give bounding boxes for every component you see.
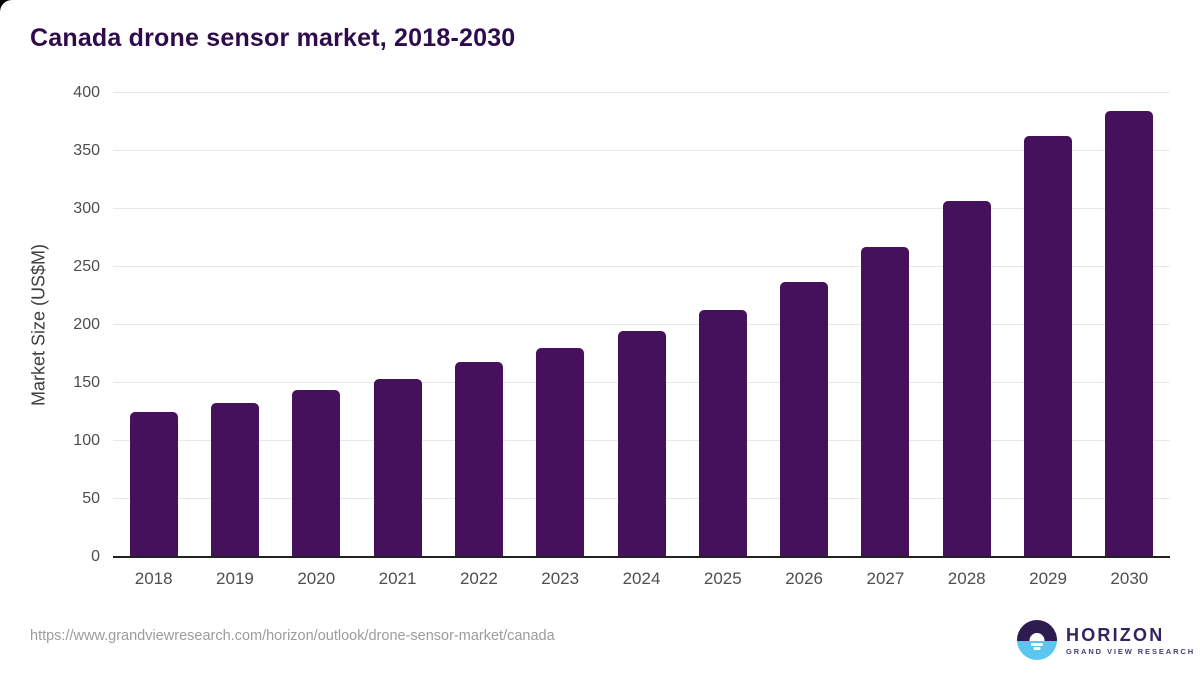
x-axis-label-2018: 2018	[134, 569, 173, 588]
horizon-logo-text: HORIZON GRAND VIEW RESEARCH	[1066, 625, 1195, 656]
bar-2026[interactable]	[780, 282, 829, 556]
y-axis-title: Market Size (US$M)	[28, 243, 49, 407]
x-axis-label-2030: 2030	[1110, 569, 1149, 588]
y-axis-tick-250: 250	[73, 258, 100, 275]
horizon-logo-name: HORIZON	[1066, 624, 1165, 645]
x-axis-line	[113, 556, 1170, 558]
gridline-400	[113, 92, 1170, 93]
bar-2030[interactable]	[1105, 110, 1154, 556]
horizon-logo-subtitle: GRAND VIEW RESEARCH	[1066, 646, 1196, 656]
y-axis-tick-200: 200	[73, 316, 100, 333]
gridline-250	[113, 266, 1170, 267]
x-axis-label-2021: 2021	[378, 569, 417, 588]
y-axis-tick-300: 300	[73, 200, 100, 217]
y-axis-tick-100: 100	[73, 432, 100, 449]
bar-2022[interactable]	[454, 362, 503, 556]
horizon-icon-reflection-2	[1033, 647, 1041, 650]
bar-2023[interactable]	[536, 348, 585, 556]
gridline-200	[113, 324, 1170, 325]
bar-2025[interactable]	[698, 310, 747, 556]
x-axis-label-2024: 2024	[622, 569, 661, 588]
y-axis-tick-50: 50	[82, 490, 100, 507]
window-corner-artifact	[0, 0, 13, 13]
y-axis-tick-400: 400	[73, 84, 100, 101]
bar-2019[interactable]	[210, 402, 259, 556]
horizon-icon-sea	[1017, 641, 1057, 660]
bar-2021[interactable]	[373, 378, 422, 556]
y-axis-tick-0: 0	[91, 548, 100, 565]
x-axis-label-2025: 2025	[703, 569, 742, 588]
x-axis-label-2019: 2019	[216, 569, 254, 588]
horizon-sunrise-icon	[1017, 620, 1057, 660]
horizon-icon-reflection-1	[1031, 643, 1043, 646]
x-axis-label-2022: 2022	[459, 569, 498, 588]
x-axis-label-2028: 2028	[947, 569, 986, 588]
source-url: https://www.grandviewresearch.com/horizo…	[30, 628, 555, 644]
gridline-300	[113, 208, 1170, 209]
plot-area: 0 50 100 150 200 250 300 350 400 2018 2019 2020 2021…	[73, 84, 1170, 588]
y-axis-tick-150: 150	[73, 374, 100, 391]
bar-2024[interactable]	[617, 330, 666, 556]
bar-2020[interactable]	[292, 390, 341, 556]
x-axis-label-2026: 2026	[785, 569, 824, 588]
x-axis-label-2027: 2027	[866, 569, 905, 588]
x-axis-label-2023: 2023	[541, 569, 580, 588]
bar-2027[interactable]	[861, 247, 910, 556]
bar-2028[interactable]	[942, 201, 991, 556]
x-axis-label-2029: 2029	[1029, 569, 1067, 588]
y-axis-tick-350: 350	[73, 142, 100, 159]
gridline-350	[113, 150, 1170, 151]
bar-2029[interactable]	[1024, 136, 1073, 556]
horizon-logo: HORIZON GRAND VIEW RESEARCH	[1017, 620, 1195, 660]
horizon-icon-sun	[1029, 633, 1045, 642]
chart-title: Canada drone sensor market, 2018-2030	[30, 24, 516, 52]
x-axis-label-2020: 2020	[297, 569, 336, 588]
horizon-icon-sky	[1017, 620, 1057, 642]
bar-2018[interactable]	[129, 412, 178, 556]
